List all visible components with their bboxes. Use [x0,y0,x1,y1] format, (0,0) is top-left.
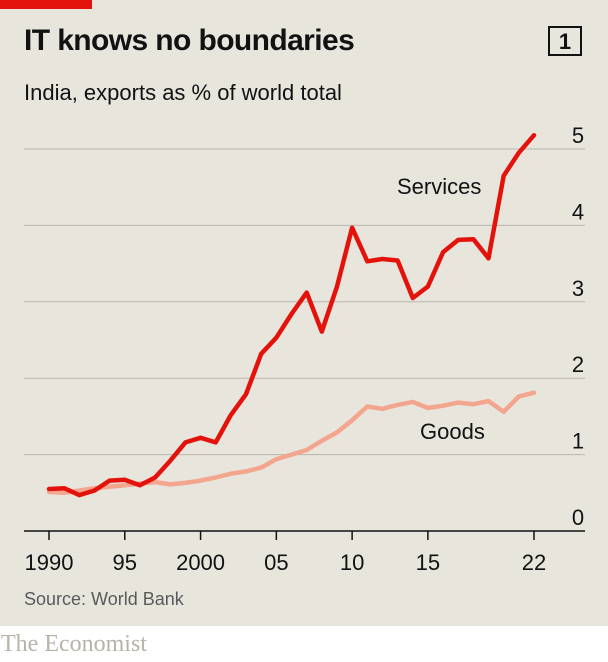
chart-card: IT knows no boundaries 1 India, exports … [0,0,608,626]
gridlines [24,148,585,456]
x-tick-label-95: 95 [113,550,137,575]
x-axis: 1990 95 2000 05 10 15 22 [24,530,585,575]
x-tick-label-1990: 1990 [25,550,74,575]
series-line-goods [46,390,537,496]
series-line-services [46,132,537,498]
series-lines [46,132,537,498]
brand-wordmark: The Economist [1,631,147,657]
chart-number-badge: 1 [548,26,582,56]
chart-subtitle: India, exports as % of world total [24,80,342,105]
x-tick-label-22: 22 [522,550,546,575]
y-axis-labels: 0 1 2 3 4 5 [572,123,584,530]
x-tick-label-10: 10 [340,550,364,575]
x-tick-label-2000: 2000 [176,550,225,575]
y-tick-label-1: 1 [572,429,584,454]
x-tick-label-15: 15 [416,550,440,575]
y-tick-label-4: 4 [572,199,584,224]
series-labels: Services Goods [397,174,485,444]
x-tick-label-05: 05 [264,550,288,575]
series-label-services: Services [397,174,481,199]
source-note: Source: World Bank [24,589,184,609]
y-tick-label-2: 2 [572,352,584,377]
y-tick-label-5: 5 [572,123,584,148]
brand-red-tab [0,0,92,9]
chart-title: IT knows no boundaries [24,24,355,57]
y-tick-label-3: 3 [572,276,584,301]
series-label-goods: Goods [420,419,485,444]
y-tick-label-0: 0 [572,505,584,530]
line-chart: 0 1 2 3 4 5 1990 95 2000 05 10 15 22 Services Goods [24,123,585,575]
